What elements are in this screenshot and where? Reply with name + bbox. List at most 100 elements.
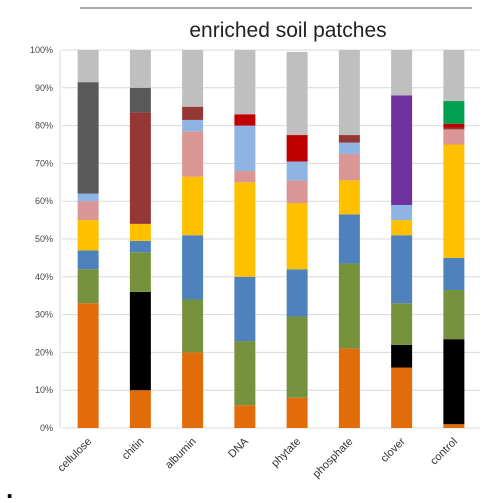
y-tick-label: 70% xyxy=(35,158,53,168)
x-tick-label: clover xyxy=(379,435,408,464)
bar-segment xyxy=(391,204,413,221)
bar-segment xyxy=(77,201,99,221)
bar-segment xyxy=(338,263,360,349)
bar-segment xyxy=(182,352,204,428)
x-tick-label: albumin xyxy=(163,436,199,472)
bar-segment xyxy=(182,235,204,300)
bar-segment xyxy=(286,161,308,181)
bar-segment xyxy=(338,214,360,264)
x-tick-label: DNA xyxy=(226,435,251,460)
bar-segment xyxy=(443,290,465,340)
bar-segment xyxy=(234,125,256,171)
bar-stack-albumin xyxy=(182,50,204,428)
bar-segment xyxy=(77,269,99,304)
bar-segment xyxy=(182,176,204,236)
bar-segment xyxy=(77,193,99,202)
bar-segment xyxy=(234,50,256,115)
bar-segment xyxy=(77,50,99,83)
bar-segment xyxy=(391,220,413,236)
bar-segment xyxy=(286,135,308,162)
bar-segment xyxy=(443,339,465,425)
y-tick-label: 40% xyxy=(35,272,53,282)
bar-segment xyxy=(234,276,256,342)
bar-stack-chitin xyxy=(129,50,151,428)
bar-segment xyxy=(443,50,465,102)
bar-segment xyxy=(286,269,308,317)
bar-segment xyxy=(129,112,151,224)
gridlines xyxy=(62,49,480,429)
bar-segment xyxy=(234,182,256,277)
x-tick-label: phytate xyxy=(269,436,303,470)
bar-segment xyxy=(234,114,256,126)
bar-stack-cellulose xyxy=(77,50,99,428)
y-tick-label: 10% xyxy=(35,385,53,395)
bar-segment xyxy=(391,95,413,205)
bar-segment xyxy=(77,82,99,194)
bar-segment xyxy=(182,131,204,177)
bar-segment xyxy=(286,51,308,136)
bar-segment xyxy=(286,397,308,428)
x-tick-label: cellulose xyxy=(55,436,94,475)
y-tick-label: 80% xyxy=(35,121,53,131)
bar-segment xyxy=(443,144,465,258)
bar-segment xyxy=(391,50,413,96)
bar-segment xyxy=(234,341,256,406)
y-tick-label: 90% xyxy=(35,83,53,93)
bar-segment xyxy=(338,153,360,181)
bar-segment xyxy=(391,235,413,304)
bar-stack-dna xyxy=(234,50,256,428)
bar-segment xyxy=(443,101,465,124)
bar-segment xyxy=(338,348,360,428)
y-tick-label: 50% xyxy=(35,234,53,244)
bar-segment xyxy=(443,424,465,428)
chart-title: enriched soil patches xyxy=(189,19,386,42)
y-tick-label: 100% xyxy=(30,45,53,55)
bar-segment xyxy=(286,316,308,398)
bar-segment xyxy=(338,142,360,154)
bar-segment xyxy=(129,252,151,292)
bar-segment xyxy=(77,250,99,270)
y-tick-label: 60% xyxy=(35,196,53,206)
bar-segment xyxy=(77,303,99,428)
bar-segment xyxy=(129,87,151,113)
bars xyxy=(77,50,465,428)
bar-segment xyxy=(182,299,204,353)
x-tick-label: control xyxy=(428,436,460,468)
bar-segment xyxy=(234,405,256,428)
bar-segment xyxy=(443,129,465,145)
page-bullet: . xyxy=(6,474,13,503)
bar-segment xyxy=(391,303,413,345)
y-tick-label: 20% xyxy=(35,347,53,357)
bar-segment xyxy=(129,240,151,253)
bar-segment xyxy=(182,119,204,132)
y-axis-ticks: 0% 10% 20% 30% 40% 50% 60% 70% 80% 90% 100% xyxy=(30,45,53,433)
x-axis-ticks: cellulose chitin albumin DNA phytate phosphat… xyxy=(55,435,460,480)
bar-segment xyxy=(391,367,413,428)
bar-stack-phosphate xyxy=(338,50,360,428)
bar-segment xyxy=(129,50,151,88)
bar-segment xyxy=(443,123,465,128)
x-tick-label: chitin xyxy=(120,436,147,463)
bar-segment xyxy=(129,291,151,391)
bar-segment xyxy=(443,127,465,130)
x-tick-label: phosphate xyxy=(311,436,356,481)
y-tick-label: 30% xyxy=(35,310,53,320)
bar-segment xyxy=(286,180,308,204)
bar-segment xyxy=(77,220,99,251)
bar-segment xyxy=(129,223,151,241)
bar-stack-clover xyxy=(391,50,413,428)
bar-stack-phytate xyxy=(286,51,308,428)
bar-segment xyxy=(338,180,360,215)
bar-segment xyxy=(234,170,256,183)
bar-segment xyxy=(338,50,360,136)
bar-segment xyxy=(391,344,413,368)
bar-segment xyxy=(129,390,151,428)
y-tick-label: 0% xyxy=(40,423,53,433)
bar-segment xyxy=(338,135,360,143)
bar-segment xyxy=(182,50,204,107)
bar-segment xyxy=(286,203,308,270)
bar-stack-control xyxy=(443,50,465,428)
bar-segment xyxy=(182,106,204,120)
bar-segment xyxy=(443,257,465,291)
